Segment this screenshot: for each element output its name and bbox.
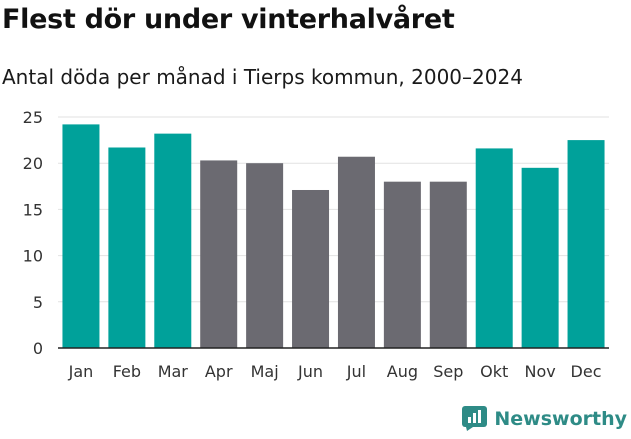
y-tick-label: 25 [23,108,43,127]
bar-jan [62,124,100,348]
x-tick-label: Feb [113,362,141,381]
y-tick-label: 15 [23,200,43,219]
chart-subtitle: Antal döda per månad i Tierps kommun, 20… [2,65,523,89]
x-tick-label: Jan [68,362,94,381]
bar-maj [246,163,284,348]
x-tick-label: Nov [525,362,556,381]
newsworthy-logo-icon [462,406,488,431]
y-tick-label: 5 [33,293,43,312]
x-tick-label: Jun [297,362,323,381]
bar-apr [200,160,238,348]
y-tick-label: 20 [23,154,43,173]
bar-mar [154,133,192,348]
x-tick-label: Aug [387,362,418,381]
bar-aug [383,181,421,348]
chart-title: Flest dör under vinterhalvåret [2,4,455,35]
x-tick-label: Jul [346,362,366,381]
brand-name: Newsworthy [494,407,627,430]
bar-dec [567,140,605,348]
x-tick-label: Okt [480,362,508,381]
x-tick-label: Dec [571,362,602,381]
x-tick-label: Sep [433,362,463,381]
brand-logo: Newsworthy [462,406,627,431]
y-tick-label: 0 [33,339,43,358]
x-tick-label: Mar [158,362,189,381]
bar-jun [292,189,330,348]
bar-jul [337,156,375,348]
bar-feb [108,147,146,348]
x-tick-label: Maj [251,362,279,381]
y-tick-label: 10 [23,247,43,266]
x-tick-label: Apr [205,362,233,381]
bar-nov [521,167,559,348]
bar-okt [475,148,513,348]
bar-sep [429,181,467,348]
